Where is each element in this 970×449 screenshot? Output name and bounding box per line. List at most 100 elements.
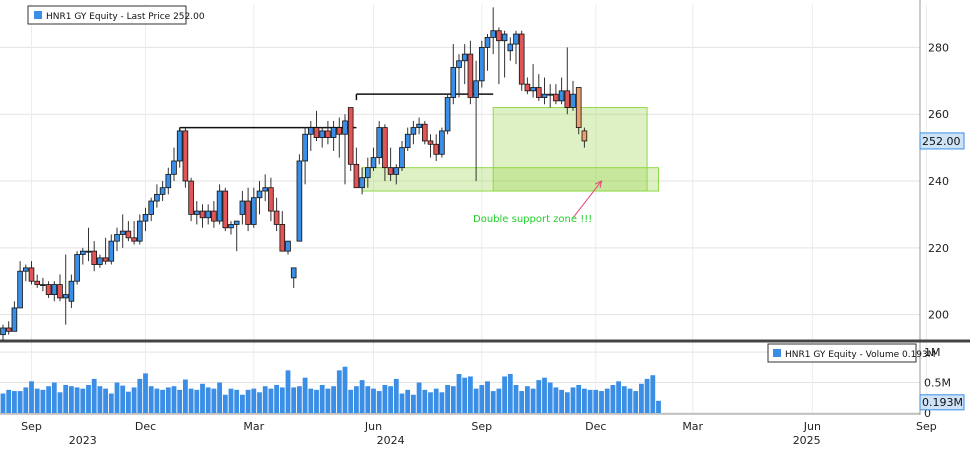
candle-body [233,220,240,225]
price-tick-label: 240 [928,175,949,188]
volume-bar [205,387,211,413]
volume-bar [103,388,108,413]
candle-body [507,43,514,52]
volume-bar [439,392,445,413]
volume-bar [183,379,188,413]
candle-body [131,237,137,242]
volume-bar [154,388,160,413]
volume-bar [279,387,285,413]
volume-bar [297,386,302,413]
volume-bar [354,386,359,413]
volume-legend-swatch [773,349,781,357]
candle-body [364,167,371,179]
candle-body [399,147,405,169]
volume-bar [126,391,131,413]
candle-body [581,130,588,142]
volume-bar [17,391,23,413]
volume-bar [616,381,621,413]
candle-body [376,127,382,159]
candle-body [17,270,23,309]
volume-bar [348,389,354,413]
volume-bar [376,391,382,413]
volume-bar [388,386,393,413]
candle-body [159,187,166,195]
volume-bar [6,389,12,413]
volume-bar [411,394,416,413]
candle-body [313,127,320,139]
volume-bar [12,391,17,413]
volume-bar [576,384,582,413]
volume-bar [325,388,331,413]
candle-body [28,267,35,282]
candle-body [250,197,257,225]
volume-bar [393,378,399,413]
volume-legend-label: HNR1 GY Equity - Volume 0.193M [785,350,936,360]
volume-bar [245,389,251,413]
volume-bar [507,374,513,413]
volume-bar [148,386,154,413]
volume-bar [564,392,570,413]
candle-body [262,187,268,192]
volume-bar [490,391,496,413]
volume-bar [587,389,593,413]
candle-body [307,127,314,135]
support-zone [492,107,648,192]
volume-bar [644,378,650,413]
volume-bar [530,388,536,413]
volume-legend-box [767,343,917,363]
volume-bar [405,389,411,413]
candle-body [62,294,69,299]
volume-bar [570,387,576,413]
candle-body [393,167,400,175]
candle-body [513,33,519,45]
candle-body [302,133,308,162]
volume-bar [0,393,6,413]
candle-body [80,250,86,255]
candle-body [325,130,331,138]
volume-bar [468,376,473,413]
volume-bar [582,388,587,413]
candle-body [22,267,29,272]
volume-bar [639,383,644,413]
volume-bar [80,388,86,413]
volume-bar [177,389,183,413]
month-tick-label: Dec [135,420,156,433]
volume-bar [217,382,222,413]
volume-bar [222,394,228,413]
candle-body [450,67,457,98]
volume-bar [633,391,639,413]
candle-body [478,47,485,82]
candle-body [239,200,246,215]
volume-bar [473,388,479,413]
candle-body [273,210,280,225]
volume-bar [120,385,126,413]
last-volume-tag [919,394,965,411]
volume-bar [553,387,559,413]
candle-body [382,127,388,169]
candle-body [421,123,428,142]
candle-body [547,93,553,96]
candle-body [473,80,479,98]
candle-body [439,130,445,155]
volume-bar [359,380,365,413]
candle-body [97,257,103,265]
volume-bar [559,389,564,413]
volume-bar [40,389,46,413]
volume-bar [97,386,103,413]
month-tick-label: Sep [471,420,492,433]
candle-body [125,230,132,239]
candle-body [51,284,58,295]
volume-bar [69,386,74,413]
volume-bar [46,386,51,413]
volume-bar [485,381,490,413]
volume-bar [23,387,29,413]
candle-body [216,190,223,222]
candle-body [114,234,120,242]
volume-bar [51,382,57,413]
volume-bar [165,387,171,413]
volume-bar [91,378,97,413]
candle-body [370,157,377,169]
volume-bar [211,388,217,413]
candle-body [404,133,411,149]
volume-bar [319,384,325,413]
